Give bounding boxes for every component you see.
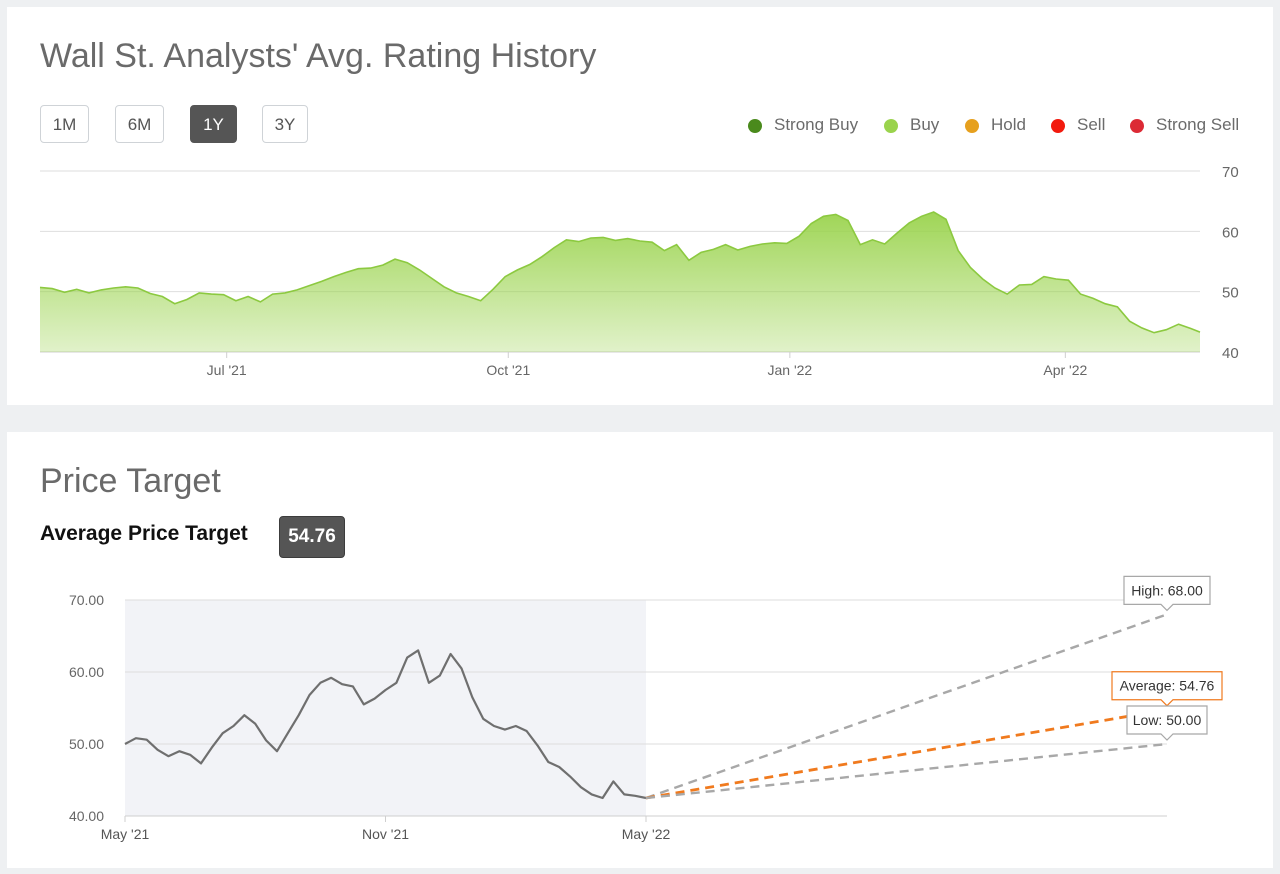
x-tick-label: Nov '21 (362, 826, 409, 842)
y-tick-label-60.00: 60.00 (69, 664, 104, 680)
x-tick-label: Oct '21 (486, 362, 530, 378)
average-price-target-label: Average Price Target (40, 522, 248, 545)
y-tick-label-40: 40 (1222, 345, 1239, 362)
y-tick-label-70.00: 70.00 (69, 592, 104, 608)
history-shade (125, 600, 646, 816)
y-tick-label-70: 70 (1222, 164, 1239, 181)
legend-label-sell: Sell (1077, 115, 1106, 134)
target-callout-0 (1123, 575, 1211, 612)
rating-line (39, 211, 1201, 334)
legend-label-strong-buy: Strong Buy (774, 115, 859, 134)
rating-legend: Strong Buy Buy Hold Sell Strong Sell (7, 115, 1273, 135)
legend-dot-hold (965, 119, 979, 133)
x-tick-label: May '21 (101, 826, 150, 842)
y-tick-label-50.00: 50.00 (69, 736, 104, 752)
target-callout-label-2: Low: 50.00 (1133, 712, 1202, 728)
legend-label-strong-sell: Strong Sell (1156, 115, 1240, 134)
x-tick-label: Jul '21 (207, 362, 247, 378)
target-line-1 (645, 708, 1168, 800)
rating-history-card: Wall St. Analysts' Avg. Rating History 1… (7, 7, 1273, 405)
rating-history-chart: 40 50 60 70 Jul '21 Oct '21 Jan '22 Apr '22 (39, 164, 1239, 378)
y-tick-label-60: 60 (1222, 224, 1239, 241)
range-button-6m[interactable]: 6M (115, 105, 164, 143)
target-callout-2 (1126, 705, 1208, 741)
price-history-line (124, 649, 647, 800)
target-callout-label-0: High: 68.00 (1131, 582, 1203, 598)
target-callout-1 (1111, 671, 1223, 707)
legend-label-buy: Buy (910, 115, 940, 134)
y-tick-label-50: 50 (1222, 285, 1239, 302)
price-target-card: Price Target Average Price Target 54.76 … (7, 432, 1273, 868)
x-tick-label: Jan '22 (768, 362, 813, 378)
target-callout-label-1: Average: 54.76 (1120, 678, 1215, 694)
range-button-1y[interactable]: 1Y (190, 105, 237, 143)
legend-dot-buy (884, 119, 898, 133)
rating-area (40, 212, 1200, 352)
average-price-target-badge: 54.76 (279, 516, 345, 558)
legend-dot-sell (1051, 119, 1065, 133)
legend-dot-strong-sell (1130, 119, 1144, 133)
legend-dot-strong-buy (748, 119, 762, 133)
price-target-chart: 40.00 50.00 60.00 70.00 High: 68.00 Average: … (69, 575, 1223, 842)
rating-history-title: Wall St. Analysts' Avg. Rating History (40, 37, 597, 75)
legend-label-hold: Hold (991, 115, 1026, 134)
target-line-0 (645, 613, 1168, 800)
x-tick-label: Apr '22 (1043, 362, 1087, 378)
range-button-1m[interactable]: 1M (40, 105, 89, 143)
x-tick-label: May '22 (622, 826, 671, 842)
y-tick-label-40.00: 40.00 (69, 808, 104, 824)
price-target-title: Price Target (40, 462, 221, 500)
range-button-3y[interactable]: 3Y (262, 105, 308, 143)
target-line-2 (645, 742, 1168, 800)
